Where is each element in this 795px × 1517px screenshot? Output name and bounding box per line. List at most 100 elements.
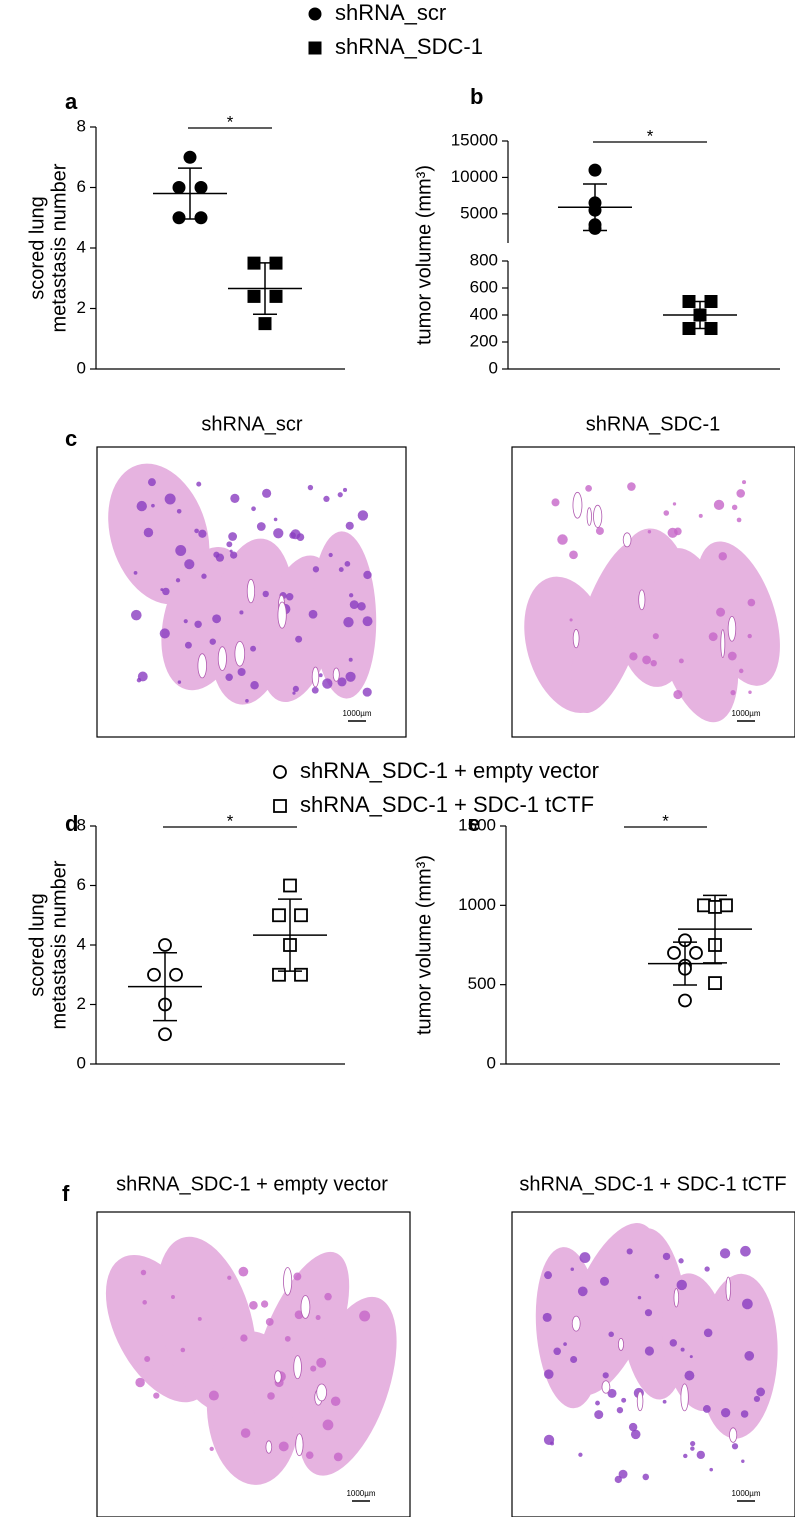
stain-spot — [616, 1406, 624, 1414]
stain-spot — [673, 689, 683, 700]
airway — [638, 589, 646, 611]
panel-label: a — [65, 89, 78, 114]
stain-spot — [333, 1452, 343, 1462]
stain-spot — [595, 526, 604, 535]
stain-spot — [607, 1388, 617, 1398]
significance-label: * — [227, 112, 234, 131]
airway — [293, 1355, 302, 1380]
legend-marker — [308, 7, 322, 21]
tissue — [108, 463, 377, 705]
stain-spot — [629, 652, 638, 661]
stain-spot — [585, 484, 592, 492]
stain-spot — [284, 1335, 291, 1342]
stain-spot — [543, 1434, 555, 1445]
stain-spot — [250, 681, 259, 690]
stain-spot — [676, 1279, 687, 1291]
stain-spot — [245, 699, 249, 703]
stain-spot — [703, 1328, 713, 1338]
stain-spot — [180, 1347, 186, 1353]
y-tick-label: 1500 — [458, 815, 496, 834]
stain-spot — [359, 1310, 371, 1322]
stain-spot — [323, 495, 330, 503]
stain-spot — [164, 493, 176, 505]
stain-spot — [293, 1272, 302, 1281]
stain-spot — [197, 1316, 202, 1321]
stain-spot — [718, 552, 727, 561]
legend-marker — [308, 41, 322, 55]
stain-spot — [742, 480, 747, 485]
airway — [283, 1267, 293, 1296]
stain-spot — [237, 667, 246, 677]
stain-spot — [716, 607, 726, 617]
data-point — [158, 938, 172, 952]
stain-spot — [678, 1258, 684, 1264]
stain-spot — [131, 609, 142, 621]
airway — [725, 1276, 732, 1302]
stain-spot — [144, 1355, 151, 1362]
stain-spot — [322, 678, 333, 689]
stain-spot — [542, 1312, 552, 1322]
panel-label: d — [65, 811, 78, 836]
stain-spot — [228, 532, 238, 541]
stain-spot — [278, 1441, 289, 1452]
airway — [680, 1383, 689, 1412]
stain-spot — [171, 1295, 175, 1299]
stain-spot — [136, 500, 147, 512]
stain-spot — [151, 503, 155, 508]
stain-spot — [570, 1267, 574, 1272]
y-axis-label: scored lung — [26, 893, 48, 996]
stain-spot — [672, 502, 677, 506]
stain-spot — [295, 635, 303, 643]
data-point — [294, 908, 308, 923]
y-tick-label: 0 — [489, 358, 498, 377]
stain-spot — [357, 510, 369, 521]
y-tick-label: 600 — [470, 277, 498, 296]
y-tick-label: 500 — [468, 974, 496, 993]
y-tick-label: 8 — [77, 815, 86, 834]
lung-lobe — [696, 541, 780, 686]
airway — [720, 629, 726, 658]
y-axis-label: metastasis number — [48, 163, 70, 332]
significance-label: * — [227, 811, 234, 830]
stain-spot — [683, 1453, 688, 1459]
stain-spot — [342, 487, 348, 493]
stain-spot — [249, 1301, 258, 1310]
stain-spot — [344, 561, 351, 567]
stain-spot — [230, 551, 238, 559]
airway — [332, 667, 340, 682]
stain-spot — [738, 668, 744, 674]
stain-spot — [363, 570, 372, 580]
panel-label: f — [62, 1181, 70, 1206]
stain-spot — [229, 549, 233, 553]
stain-spot — [662, 1252, 671, 1261]
stain-spot — [338, 567, 344, 573]
y-tick-label: 10000 — [451, 167, 498, 186]
stain-spot — [642, 655, 652, 665]
stain-spot — [140, 1269, 147, 1276]
stain-spot — [345, 521, 354, 530]
stain-spot — [730, 690, 736, 696]
y-tick-label: 8 — [77, 116, 86, 135]
stain-spot — [637, 1295, 642, 1300]
stain-spot — [256, 522, 266, 531]
stain-spot — [153, 1392, 160, 1399]
scale-bar-label: 1000µm — [731, 709, 760, 718]
data-point — [678, 993, 692, 1008]
stain-spot — [708, 632, 718, 642]
y-tick-label: 1000 — [458, 895, 496, 914]
stain-spot — [618, 1469, 628, 1479]
stain-spot — [201, 573, 207, 579]
data-point — [689, 946, 703, 960]
significance-label: * — [662, 811, 669, 830]
stain-spot — [175, 578, 181, 583]
stain-spot — [328, 552, 333, 558]
stain-spot — [265, 1318, 274, 1326]
stain-spot — [142, 1300, 147, 1305]
stain-spot — [345, 671, 356, 682]
airway — [295, 1433, 304, 1457]
stain-spot — [143, 527, 154, 538]
tissue — [535, 1223, 778, 1484]
stain-spot — [608, 1331, 614, 1338]
stain-spot — [337, 492, 343, 498]
airway — [622, 532, 632, 548]
